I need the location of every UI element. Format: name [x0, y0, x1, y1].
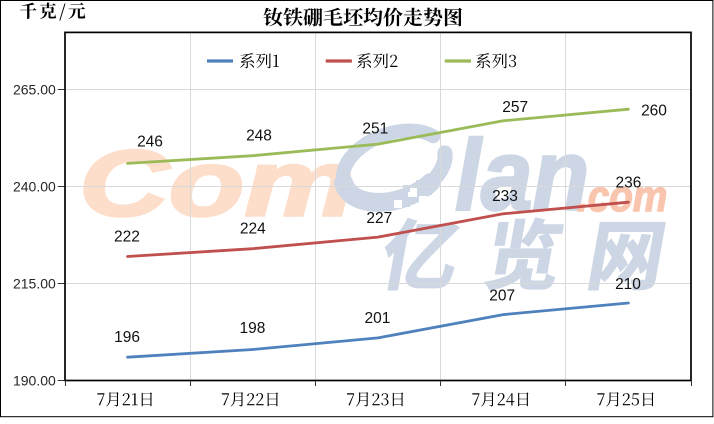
svg-text:227: 227	[366, 210, 392, 227]
svg-text:224: 224	[240, 221, 266, 238]
svg-text:240.00: 240.00	[13, 179, 56, 195]
svg-text:233: 233	[492, 188, 518, 205]
svg-text:265.00: 265.00	[13, 82, 56, 98]
svg-text:248: 248	[246, 128, 272, 145]
svg-text:236: 236	[615, 174, 641, 191]
svg-text:246: 246	[137, 134, 163, 151]
svg-text:190.00: 190.00	[13, 372, 56, 388]
svg-text:lan: lan	[455, 120, 589, 231]
svg-text:215.00: 215.00	[13, 275, 56, 291]
svg-text:.com: .com	[577, 171, 667, 221]
svg-text:Com: Com	[79, 131, 355, 236]
svg-text:196: 196	[114, 329, 140, 346]
svg-text:257: 257	[502, 99, 528, 116]
svg-text:201: 201	[364, 310, 390, 327]
svg-text:260: 260	[641, 103, 667, 120]
svg-text:198: 198	[239, 320, 265, 337]
svg-text:207: 207	[489, 287, 515, 304]
svg-text:210: 210	[615, 276, 641, 293]
svg-text:222: 222	[114, 228, 140, 245]
svg-text:251: 251	[362, 121, 388, 138]
